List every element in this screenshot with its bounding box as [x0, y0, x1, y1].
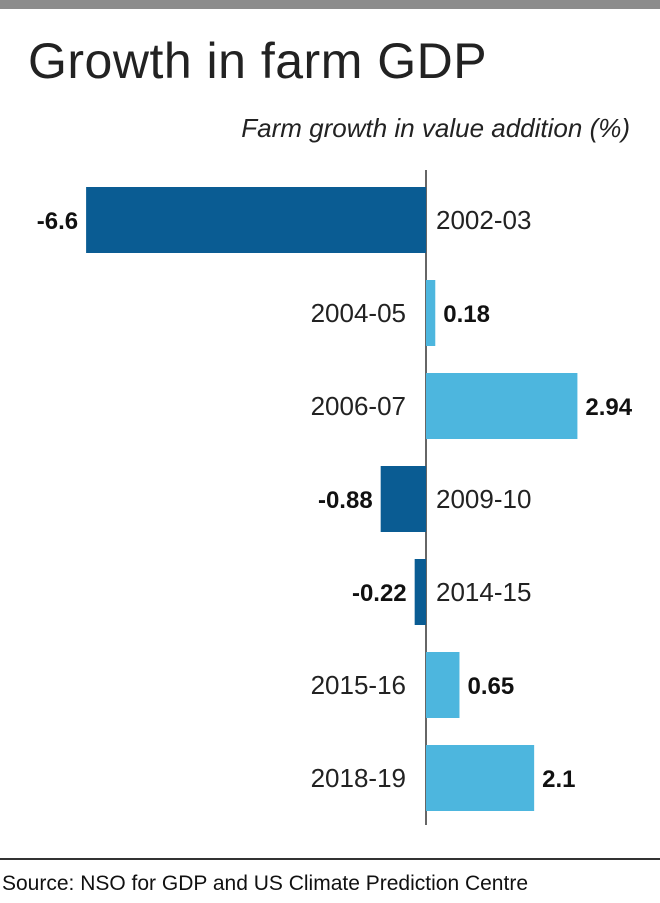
bar-2004-05 [426, 280, 436, 346]
category-label: 2009-10 [436, 484, 531, 514]
bar-2015-16 [426, 652, 460, 718]
value-label: -0.22 [352, 580, 407, 607]
category-label: 2006-07 [311, 391, 406, 421]
value-label: 2.94 [585, 394, 632, 421]
footer-divider [0, 858, 660, 860]
bar-2009-10 [380, 466, 426, 532]
category-label: 2004-05 [311, 298, 406, 328]
value-label: -6.6 [37, 208, 78, 235]
value-label: 0.65 [467, 673, 514, 700]
value-label: -0.88 [318, 487, 373, 514]
bar-chart: 2002-03 -6.6 2004-05 0.18 2006-07 2.94 2009-10… [37, 170, 633, 825]
chart-subtitle: Farm growth in value addition (%) [241, 113, 630, 143]
category-label: 2015-16 [311, 670, 406, 700]
bar-2014-15 [414, 559, 426, 625]
category-label: 2018-19 [311, 763, 406, 793]
value-label: 2.1 [542, 766, 575, 793]
chart-title: Growth in farm GDP [28, 33, 488, 89]
bar-2002-03 [86, 187, 426, 253]
value-label: 0.18 [443, 301, 490, 328]
top-rule [0, 0, 660, 9]
category-label: 2002-03 [436, 205, 531, 235]
source-note: Source: NSO for GDP and US Climate Predi… [2, 872, 528, 895]
bar-2018-19 [426, 745, 535, 811]
bar-2006-07 [426, 373, 578, 439]
category-label: 2014-15 [436, 577, 531, 607]
